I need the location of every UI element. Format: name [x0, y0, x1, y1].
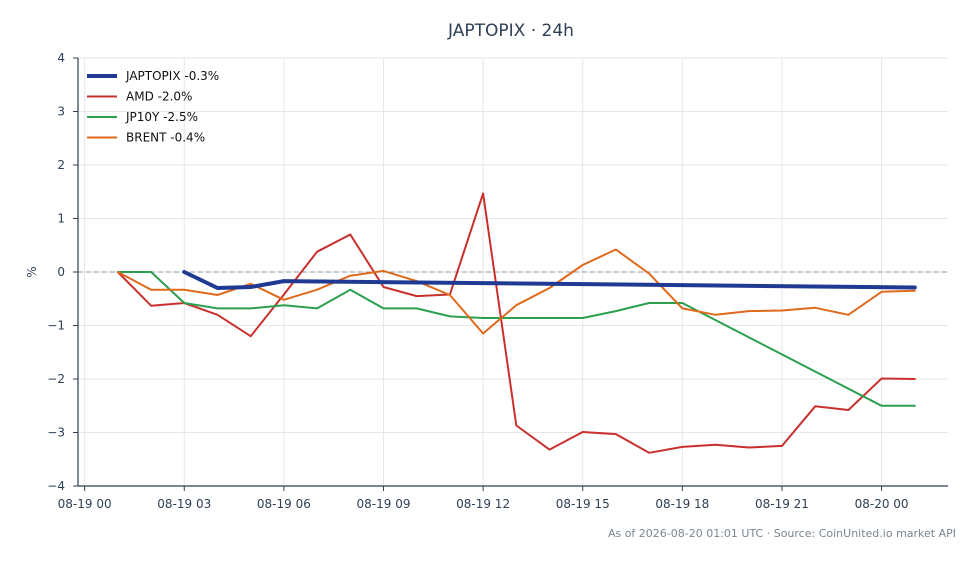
chart-title: JAPTOPIX · 24h	[447, 21, 574, 41]
y-tick-label: −2	[47, 372, 65, 386]
y-tick-label: 2	[57, 158, 65, 172]
x-tick-label: 08-19 12	[456, 497, 510, 511]
x-tick-label: 08-19 15	[556, 497, 610, 511]
source-note: As of 2026-08-20 01:01 UTC · Source: Coi…	[608, 527, 956, 540]
series-line-brent	[116, 248, 916, 335]
y-tick-label: −3	[47, 426, 65, 440]
legend-label: AMD -2.0%	[126, 90, 192, 104]
x-tick-label: 08-19 06	[257, 497, 311, 511]
y-tick-label: −4	[47, 479, 65, 493]
series-line-japtopix	[182, 270, 917, 290]
x-tick-label: 08-19 03	[157, 497, 211, 511]
y-tick-label: 3	[57, 105, 65, 119]
y-axis-label: %	[25, 266, 39, 277]
series-line-jp10y	[116, 271, 916, 407]
y-tick-label: 1	[57, 212, 65, 226]
grid	[78, 57, 948, 487]
series-layer	[116, 192, 917, 454]
legend-label: JP10Y -2.5%	[125, 110, 198, 124]
x-tick-label: 08-20 00	[855, 497, 909, 511]
legend-label: BRENT -0.4%	[126, 131, 205, 145]
series-line-amd	[116, 192, 916, 454]
x-tick-label: 08-19 21	[755, 497, 809, 511]
y-tick-label: 0	[57, 265, 65, 279]
y-tick-label: 4	[57, 51, 65, 65]
legend: JAPTOPIX -0.3% AMD -2.0% JP10Y -2.5% BRENT …	[87, 69, 219, 145]
x-tick-label: 08-19 00	[58, 497, 112, 511]
x-tick-label: 08-19 09	[357, 497, 411, 511]
x-tick-label: 08-19 18	[655, 497, 709, 511]
y-tick-label: −1	[47, 319, 65, 333]
legend-label: JAPTOPIX -0.3%	[125, 69, 219, 83]
axes: 08-19 00 08-19 03 08-19 06 08-19 09 08-19 12…	[47, 51, 948, 511]
